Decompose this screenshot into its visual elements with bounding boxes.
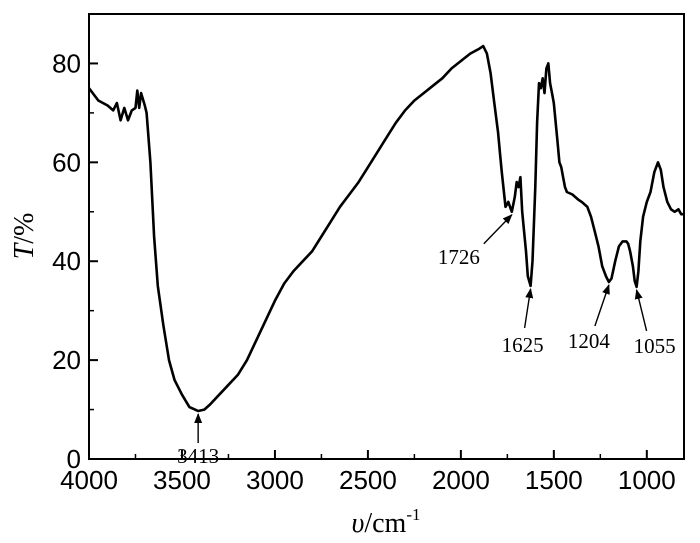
x-axis-unit: /cm [364,508,406,539]
y-tick-label: 80 [52,48,81,78]
annotation-arrow [594,284,610,327]
y-axis-title: T/% [9,213,40,260]
x-tick-label: 2500 [339,465,397,495]
y-axis-unit: /% [9,213,40,244]
x-axis-ticks: 4000 3500 3000 2500 2000 1500 1000 [60,450,676,495]
y-tick-label: 0 [67,444,81,474]
x-axis-title: υ/cm-1 [351,505,420,539]
x-tick-label: 2000 [432,465,490,495]
y-tick-label: 20 [52,345,81,375]
annotation-label: 3413 [177,444,219,468]
annotation-arrow [483,214,513,245]
spectrum-line [87,44,684,413]
x-tick-label: 3000 [246,465,304,495]
y-axis-symbol: T [9,241,40,259]
x-tick-label: 1500 [525,465,583,495]
x-tick-label: 1000 [618,465,676,495]
annotation-label: 1726 [438,245,480,269]
annotation-label: 1625 [502,333,544,357]
peak-annotations: 3413 1726 1625 1204 1055 [177,214,676,468]
annotation-label: 1204 [568,329,611,353]
plot-frame [88,13,685,460]
x-tick-label: 3500 [153,465,211,495]
y-tick-label: 40 [52,246,81,276]
x-tick-label: 4000 [60,465,118,495]
annotation-label: 1055 [634,334,676,358]
x-axis-symbol: υ [351,508,364,539]
y-axis-ticks: 0 20 40 60 80 [52,48,98,474]
y-tick-label: 60 [52,147,81,177]
annotation-arrow [523,287,534,329]
annotation-arrow [634,288,648,332]
x-axis-unit-exponent: -1 [406,505,420,524]
